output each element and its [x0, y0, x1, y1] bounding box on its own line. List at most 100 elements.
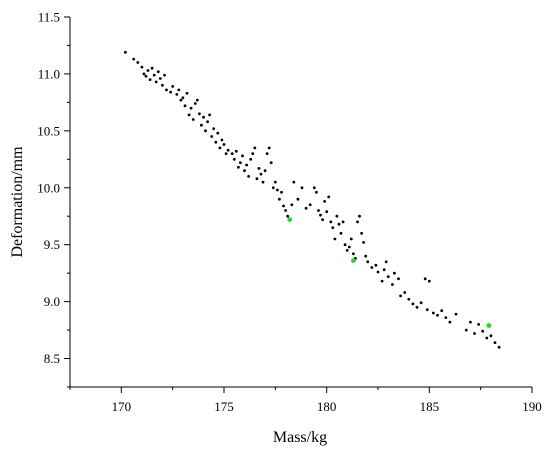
y-tick-label: 9.5: [44, 237, 60, 252]
data-point: [124, 50, 127, 54]
data-point: [427, 279, 431, 283]
x-tick-label: 185: [420, 399, 440, 414]
data-point: [497, 345, 501, 349]
data-point: [333, 237, 337, 241]
data-point: [265, 152, 269, 156]
data-point: [399, 294, 402, 298]
data-point: [352, 252, 355, 256]
data-point: [436, 313, 439, 317]
highlight-point: [351, 258, 356, 263]
data-point: [317, 209, 320, 212]
data-point: [464, 328, 468, 332]
data-point: [280, 190, 283, 194]
data-point: [376, 270, 380, 274]
data-point: [154, 80, 158, 84]
data-point: [481, 329, 485, 333]
data-point: [315, 190, 318, 194]
data-point: [469, 320, 472, 324]
data-point: [335, 214, 339, 218]
y-tick-label: 11.5: [38, 10, 60, 25]
data-point: [331, 226, 335, 230]
y-axis-label: Deformation/mm: [9, 146, 26, 258]
data-point: [140, 65, 144, 69]
data-point: [423, 277, 427, 281]
data-point: [200, 123, 203, 127]
data-point: [382, 268, 386, 272]
data-point: [444, 316, 448, 319]
data-point: [239, 161, 242, 165]
data-point: [156, 70, 160, 73]
data-point: [263, 169, 267, 173]
data-point: [198, 112, 201, 116]
data-point: [448, 320, 452, 324]
data-point: [319, 213, 322, 217]
data-point: [269, 161, 273, 165]
data-point: [308, 203, 312, 207]
data-point: [189, 106, 193, 110]
data-point: [362, 241, 365, 244]
data-point: [397, 277, 400, 281]
y-tick-label: 8.5: [44, 351, 60, 366]
data-point: [384, 260, 388, 264]
data-point: [271, 186, 275, 190]
data-point: [210, 135, 214, 138]
data-point: [440, 309, 444, 313]
data-point: [187, 113, 191, 117]
data-point: [304, 206, 308, 210]
data-point: [169, 90, 173, 94]
data-point: [415, 305, 419, 309]
data-point: [204, 129, 207, 133]
data-point: [276, 188, 279, 192]
highlight-point: [486, 323, 492, 328]
data-point: [220, 138, 224, 142]
data-point: [175, 93, 179, 96]
data-point: [485, 336, 489, 340]
data-point: [136, 61, 140, 64]
data-point: [343, 243, 347, 247]
data-point: [278, 197, 281, 201]
data-point: [290, 203, 294, 207]
data-point: [312, 186, 316, 190]
y-tick-label: 11.0: [38, 66, 60, 81]
data-point: [411, 302, 415, 306]
data-point: [419, 301, 423, 305]
data-point: [337, 222, 341, 226]
axis-ticks: 170 175 180 185 190 8.5 9.0 9.5 10.0 10.5 11.0 11.5: [37, 10, 542, 415]
data-point: [255, 177, 259, 181]
data-point: [195, 98, 199, 102]
data-point: [386, 275, 390, 278]
data-point: [370, 266, 374, 269]
data-point: [179, 98, 183, 102]
x-tick-label: 170: [112, 399, 132, 414]
data-point: [185, 91, 189, 95]
data-point: [366, 260, 370, 264]
data-point: [349, 237, 353, 241]
data-point: [165, 88, 168, 92]
data-point: [296, 197, 300, 201]
data-point: [364, 254, 368, 258]
data-points: [124, 50, 501, 349]
data-point: [321, 218, 324, 222]
data-point: [142, 72, 146, 76]
data-point: [177, 88, 181, 92]
data-point: [226, 148, 230, 152]
data-point: [432, 311, 435, 315]
data-point: [163, 73, 166, 77]
data-point: [216, 131, 220, 135]
y-tick-label: 10.0: [37, 180, 60, 195]
data-point: [273, 180, 277, 184]
data-point: [249, 157, 253, 161]
data-point: [493, 341, 497, 344]
x-tick-label: 190: [522, 399, 542, 414]
data-point: [257, 167, 261, 170]
data-point: [222, 143, 226, 146]
data-point: [230, 152, 234, 156]
data-point: [191, 118, 195, 121]
data-point: [286, 214, 290, 218]
data-point: [171, 85, 175, 88]
data-point: [202, 115, 205, 119]
data-point: [356, 220, 359, 224]
data-point: [393, 271, 396, 275]
data-point: [360, 231, 363, 235]
data-point: [325, 210, 329, 214]
